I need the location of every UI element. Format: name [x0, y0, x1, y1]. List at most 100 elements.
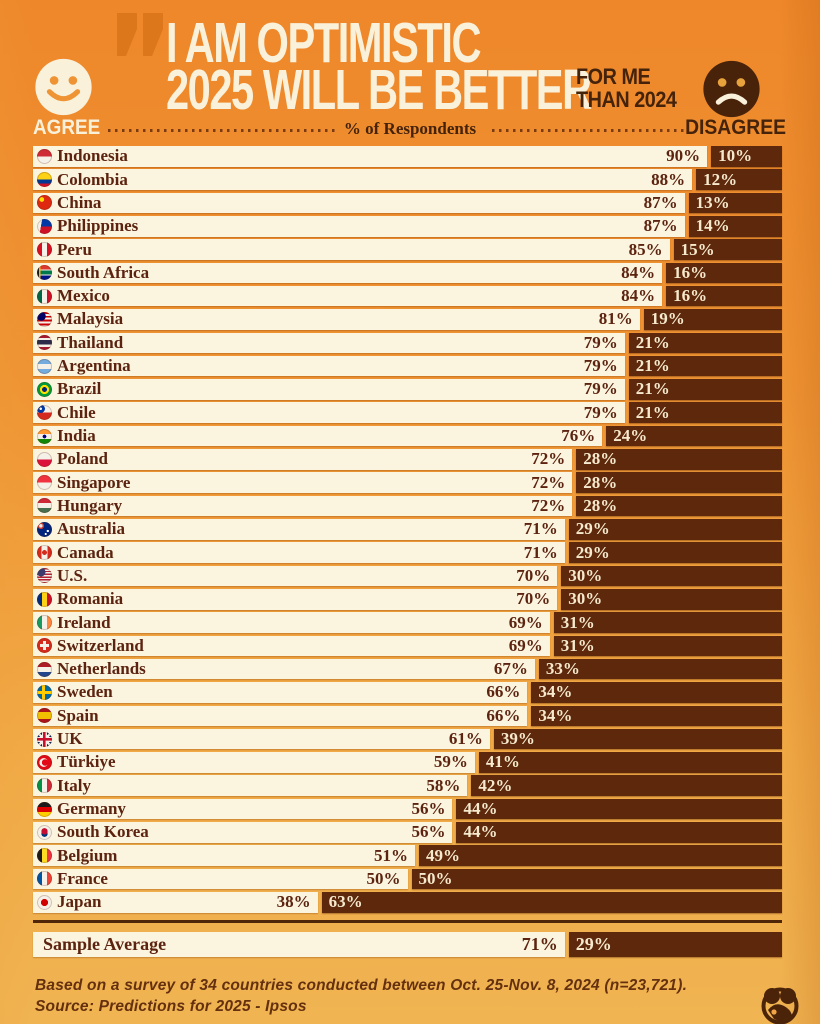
disagree-value: 24%: [613, 426, 648, 446]
country-flag-icon: [37, 451, 52, 467]
disagree-value: 34%: [538, 682, 573, 702]
disagree-value: 10%: [718, 146, 753, 166]
country-label: France: [57, 868, 108, 888]
country-label: Germany: [57, 799, 126, 819]
disagree-bar: 31%: [553, 635, 782, 657]
disagree-bar: 19%: [643, 309, 782, 330]
country-row: UK 61% 39%: [33, 728, 782, 750]
agree-bar: Argentina 79%: [33, 355, 625, 377]
agree-bar: Italy 58%: [33, 775, 468, 797]
disagree-value: 34%: [538, 705, 573, 725]
country-row: Spain 66% 34%: [33, 705, 782, 727]
disagree-bar: 28%: [576, 495, 782, 517]
agree-value: 38%: [276, 892, 311, 912]
country-label: Netherlands: [57, 659, 146, 679]
disagree-value: 31%: [560, 635, 595, 655]
disagree-value: 30%: [568, 589, 603, 609]
country-row: France 50% 50%: [33, 868, 782, 890]
percent-respondents-label: % of Respondents: [343, 119, 477, 138]
country-label: Colombia: [57, 169, 128, 189]
country-row: Philippines 87% 14%: [33, 215, 782, 237]
disagree-value: 31%: [560, 612, 595, 632]
country-row: Germany 56% 44%: [33, 798, 782, 820]
title-line-1: I AM OPTIMISTIC: [166, 11, 482, 75]
agree-value: 76%: [561, 426, 596, 446]
country-row: Indonesia 90% 10%: [33, 146, 782, 167]
country-bar-list: Indonesia 90% 10% Colombia 88% 12% China…: [33, 146, 782, 913]
country-label: India: [57, 426, 96, 446]
country-label: Australia: [57, 519, 125, 539]
disagree-bar: 44%: [456, 822, 782, 843]
country-row: South Africa 84% 16%: [33, 262, 782, 284]
agree-bar: Japan 38%: [33, 892, 318, 913]
agree-value: 70%: [516, 589, 551, 609]
agree-bar: China 87%: [33, 192, 685, 214]
disagree-value: 50%: [418, 868, 453, 888]
disagree-bar: 34%: [531, 682, 782, 703]
country-row: Thailand 79% 21%: [33, 332, 782, 354]
page-title: I AM OPTIMISTIC 2025 WILL BE BETTER: [166, 11, 592, 119]
disagree-bar: 21%: [628, 332, 782, 354]
country-label: Singapore: [57, 472, 131, 492]
disagree-bar: 31%: [553, 612, 782, 633]
country-label: Chile: [57, 402, 96, 422]
agree-value: 79%: [583, 379, 618, 399]
country-row: Italy 58% 42%: [33, 775, 782, 797]
disagree-bar: 13%: [688, 192, 782, 214]
country-flag-icon: [37, 172, 52, 188]
disagree-value: 28%: [583, 449, 618, 469]
agree-bar: Türkiye 59%: [33, 752, 475, 773]
agree-bar: Malaysia 81%: [33, 309, 640, 330]
country-flag-icon: [37, 545, 52, 561]
agree-bar: Brazil 79%: [33, 379, 625, 400]
agree-value: 51%: [373, 845, 408, 865]
country-row: Singapore 72% 28%: [33, 472, 782, 493]
agree-bar: Peru 85%: [33, 239, 670, 260]
country-flag-icon: [37, 428, 52, 444]
agree-bar: Poland 72%: [33, 449, 573, 470]
disagree-bar: 28%: [576, 449, 782, 470]
disagree-bar: 21%: [628, 379, 782, 400]
agree-bar: Hungary 72%: [33, 495, 573, 517]
agree-value: 56%: [411, 799, 446, 819]
country-label: Romania: [57, 589, 124, 609]
country-flag-icon: [37, 615, 52, 631]
country-flag-icon: [37, 684, 52, 700]
country-label: Argentina: [57, 356, 131, 376]
disagree-value: 12%: [703, 169, 738, 189]
agree-value: 88%: [651, 169, 686, 189]
agree-value: 72%: [531, 472, 566, 492]
smiley-face-icon: [35, 58, 92, 116]
disagree-bar: 21%: [628, 402, 782, 424]
country-flag-icon: [37, 754, 52, 770]
subtitle-line-1: FOR ME: [576, 64, 651, 89]
agree-value: 87%: [643, 192, 678, 212]
country-flag-icon: [37, 871, 52, 887]
disagree-bar: 30%: [561, 565, 782, 587]
country-label: Spain: [57, 705, 99, 725]
country-row: Türkiye 59% 41%: [33, 752, 782, 773]
disagree-value: 63%: [328, 892, 363, 912]
agree-bar: Chile 79%: [33, 402, 625, 424]
country-label: Ireland: [57, 612, 111, 632]
country-flag-icon: [37, 242, 52, 258]
disagree-bar: 28%: [576, 472, 782, 493]
country-flag-icon: [37, 638, 52, 654]
country-label: Canada: [57, 542, 114, 562]
disagree-value: 13%: [695, 192, 730, 212]
sample-average-row: Sample Average 71% 29%: [33, 932, 782, 957]
agree-value: 67%: [493, 659, 528, 679]
country-flag-icon: [37, 311, 52, 327]
disagree-value: 16%: [673, 262, 708, 282]
agree-bar: Belgium 51%: [33, 845, 415, 866]
agree-value: 79%: [583, 402, 618, 422]
country-flag-icon: [37, 708, 52, 724]
agree-bar: Spain 66%: [33, 705, 528, 727]
agree-axis-label: AGREE: [33, 116, 101, 139]
agree-bar: South Africa 84%: [33, 262, 663, 284]
country-label: Italy: [57, 775, 91, 795]
agree-value: 66%: [486, 682, 521, 702]
agree-value: 56%: [411, 822, 446, 842]
disagree-value: 28%: [583, 472, 618, 492]
country-row: Argentina 79% 21%: [33, 355, 782, 377]
